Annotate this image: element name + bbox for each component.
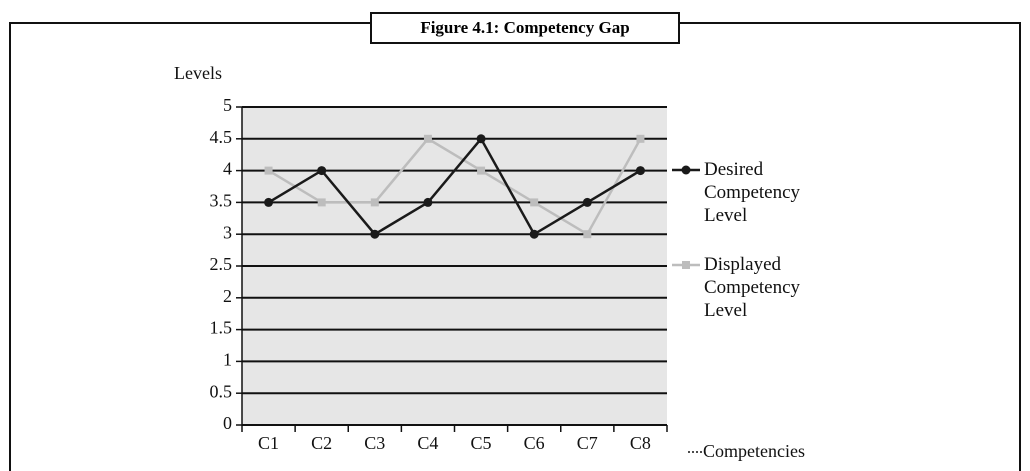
y-tick-label: 5 <box>223 95 232 115</box>
point <box>423 134 432 143</box>
y-tick-label: 0.5 <box>210 381 233 401</box>
point <box>635 166 645 176</box>
x-tick-label: C3 <box>364 433 385 453</box>
point <box>582 197 592 207</box>
y-tick-label: 3 <box>223 222 232 242</box>
x-tick-label: C6 <box>524 433 545 453</box>
point <box>264 166 273 175</box>
point <box>264 197 274 207</box>
point <box>583 230 592 239</box>
point <box>636 134 645 143</box>
series-line <box>267 136 642 236</box>
y-tick-label: 4 <box>223 159 232 179</box>
point <box>476 134 486 144</box>
x-tick-label: C5 <box>471 433 492 453</box>
x-tick-label: C1 <box>258 433 279 453</box>
y-tick-label: 4.5 <box>210 127 233 147</box>
x-tick-label: C4 <box>417 433 438 453</box>
x-tick-label: C7 <box>577 433 598 453</box>
point <box>477 166 486 175</box>
point <box>530 198 539 207</box>
y-tick-label: 1 <box>223 350 232 370</box>
series-line <box>267 137 642 236</box>
point <box>317 166 327 176</box>
y-tick-label: 2 <box>223 286 232 306</box>
y-tick-label: 1.5 <box>210 318 233 338</box>
point <box>681 165 691 175</box>
point <box>317 198 326 207</box>
x-tick-label: C8 <box>630 433 651 453</box>
chart-title: Figure 4.1: Competency Gap <box>370 12 680 44</box>
y-tick-label: 2.5 <box>210 254 233 274</box>
point <box>370 229 380 239</box>
legend-label: Desired Competency Level <box>704 159 801 226</box>
point <box>682 261 690 269</box>
legend-label: Displayed Competency Level <box>704 254 801 321</box>
x-tick-label: C2 <box>311 433 332 453</box>
point <box>370 198 379 207</box>
y-tick-label: 3.5 <box>210 191 233 211</box>
x-axis-label: Competencies <box>703 441 805 461</box>
y-tick-label: 0 <box>223 413 232 433</box>
y-axis-label: Levels <box>174 63 222 83</box>
point <box>423 197 433 207</box>
point <box>529 229 539 239</box>
